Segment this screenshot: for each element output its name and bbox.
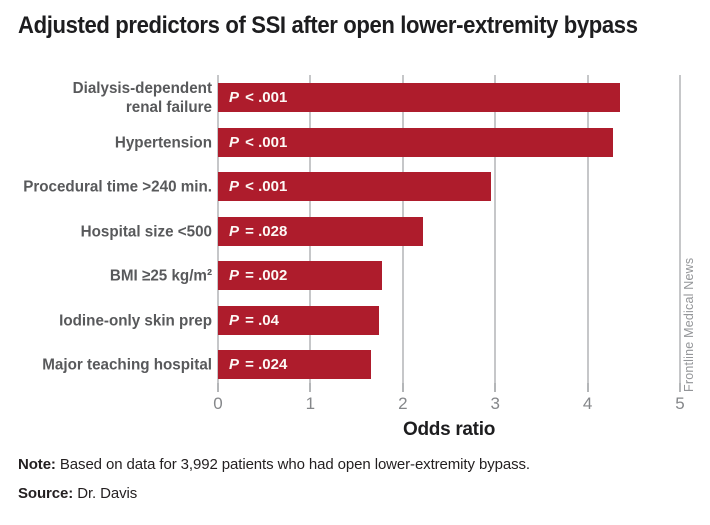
- chart-title: Adjusted predictors of SSI after open lo…: [18, 12, 638, 39]
- x-axis-label: Odds ratio: [402, 419, 495, 440]
- bar: [218, 350, 371, 379]
- p-value-text: < .001: [241, 89, 288, 106]
- axis-tick: [494, 383, 497, 392]
- bar: [218, 172, 491, 201]
- axis-tick-label: 0: [213, 394, 223, 413]
- axis-tick-label: 2: [398, 394, 408, 413]
- p-value-label: P = .024: [229, 350, 287, 379]
- gridline: [586, 75, 589, 383]
- axis-tick: [217, 383, 219, 392]
- bar: [218, 83, 620, 112]
- p-value-label: P = .028: [229, 217, 287, 246]
- p-value-text: < .001: [241, 134, 288, 151]
- p-italic: P: [229, 89, 240, 106]
- category-label: Hospital size <500: [80, 223, 212, 240]
- p-value-label: P = .002: [229, 261, 287, 290]
- footnote-text: Based on data for 3,992 patients who had…: [55, 456, 530, 473]
- p-value-text: < .001: [241, 178, 288, 195]
- bar: [218, 217, 423, 246]
- category-label: BMI ≥25 kg/m²: [109, 267, 212, 284]
- publisher-credit: Frontline Medical News: [682, 257, 696, 392]
- axis-tick-label: 5: [675, 394, 685, 413]
- p-value-text: = .002: [241, 267, 288, 284]
- bar: [218, 261, 382, 290]
- p-italic: P: [229, 312, 240, 329]
- bar: [218, 128, 613, 157]
- gridline: [494, 75, 497, 383]
- source-text: Dr. Davis: [73, 485, 138, 502]
- p-italic: P: [229, 178, 240, 195]
- p-value-text: = .024: [241, 356, 288, 373]
- axis-tick: [586, 383, 589, 392]
- source-label: Source:: [18, 485, 74, 502]
- p-value-text: = .04: [241, 312, 279, 329]
- p-italic: P: [229, 134, 240, 151]
- source-line: Source: Dr. Davis: [18, 485, 137, 502]
- axis-tick: [309, 383, 312, 392]
- axis-tick: [401, 383, 404, 392]
- category-label: Iodine-only skin prep: [59, 312, 212, 329]
- footnote-label: Note:: [18, 456, 56, 473]
- footnote: Note: Based on data for 3,992 patients w…: [18, 456, 530, 473]
- p-value-label: P = .04: [229, 306, 279, 335]
- p-value-label: P < .001: [229, 172, 287, 201]
- p-italic: P: [229, 267, 240, 284]
- p-value-label: P < .001: [229, 128, 287, 157]
- bar: [218, 306, 379, 335]
- p-value-text: = .028: [241, 223, 288, 240]
- category-label: Major teaching hospital: [42, 356, 212, 373]
- axis-tick-label: 1: [305, 394, 316, 413]
- category-label: Hypertension: [114, 134, 212, 151]
- axis-tick: [679, 383, 681, 392]
- p-italic: P: [229, 356, 240, 373]
- gridline: [679, 75, 681, 383]
- p-value-label: P < .001: [229, 83, 287, 112]
- category-label: Dialysis-dependent renal failure: [72, 79, 212, 116]
- axis-tick-label: 3: [490, 394, 500, 413]
- category-label: Procedural time >240 min.: [23, 178, 213, 195]
- axis-tick-label: 4: [582, 394, 593, 413]
- p-italic: P: [229, 223, 240, 240]
